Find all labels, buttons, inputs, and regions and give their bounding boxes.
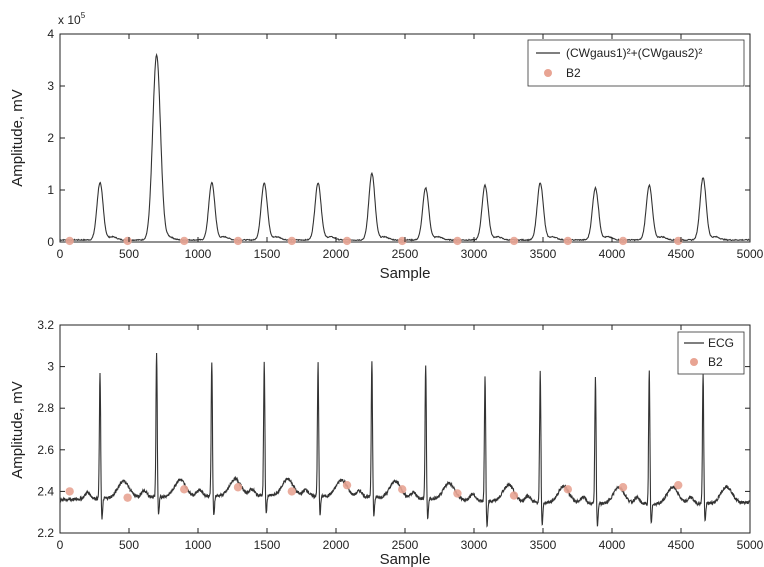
bottom-chart-marks — [59, 352, 751, 528]
b2-marker — [123, 493, 132, 502]
b2-marker — [180, 236, 189, 246]
x-tick-label: 2000 — [323, 538, 350, 552]
y-tick-label: 4 — [47, 27, 54, 41]
b2-marker — [674, 236, 683, 246]
top-legend-box — [527, 39, 745, 87]
b2-marker — [233, 236, 243, 246]
x-tick-label: 3500 — [530, 247, 557, 261]
bottom-legend-marker-swatch — [690, 358, 698, 366]
top-y-ticks: 0 1 2 3 4 — [47, 27, 750, 249]
x-tick-label: 4500 — [668, 247, 695, 261]
bottom-legend: ECG B2 — [677, 331, 745, 375]
b2-marker — [618, 236, 628, 246]
x-tick-label: 3000 — [461, 538, 488, 552]
b2-marker — [563, 485, 573, 494]
bottom-x-axis-label: Sample — [380, 551, 431, 567]
top-legend-marker-swatch — [544, 69, 552, 77]
b2-marker — [398, 236, 407, 246]
y-tick-label: 3 — [47, 360, 54, 374]
y-tick-label: 2.6 — [37, 443, 54, 457]
y-tick-label: 2.4 — [37, 484, 54, 498]
top-chart: 0 500 1000 1500 2000 2500 3000 3500 4000 4500 5000… — [9, 11, 764, 282]
x-tick-label: 4000 — [599, 538, 626, 552]
x-tick-label: 500 — [119, 247, 139, 261]
b2-marker — [233, 483, 243, 492]
b2-marker — [563, 236, 573, 246]
y-tick-label: 3.2 — [37, 318, 54, 332]
y-tick-label: 1 — [47, 183, 54, 197]
bottom-plot-area — [59, 324, 751, 534]
b2-marker — [674, 480, 683, 490]
b2-marker — [342, 236, 352, 246]
x-tick-label: 5000 — [737, 247, 764, 261]
top-chart-marks — [60, 52, 751, 246]
x-tick-label: 4500 — [668, 538, 695, 552]
b2-marker — [180, 485, 189, 494]
top-legend: (CWgaus1)²+(CWgaus2)² B2 — [527, 39, 745, 87]
b2-marker — [123, 236, 132, 246]
bottom-legend-box — [677, 331, 745, 375]
top-y-axis-label: Amplitude, mV — [9, 89, 26, 187]
x-tick-label: 5000 — [737, 538, 764, 552]
x-tick-label: 500 — [119, 538, 139, 552]
x-tick-label: 1500 — [254, 538, 281, 552]
b2-marker — [509, 491, 519, 500]
top-y-multiplier: x 105 — [58, 11, 86, 27]
bottom-legend-label-ecg: ECG — [708, 336, 734, 350]
b2-marker — [287, 236, 297, 246]
y-tick-label: 3 — [47, 79, 54, 93]
bottom-legend-label-b2: B2 — [708, 355, 723, 369]
x-tick-label: 4000 — [599, 247, 626, 261]
x-tick-label: 0 — [57, 538, 64, 552]
b2-marker — [453, 489, 462, 498]
top-x-ticks: 0 500 1000 1500 2000 2500 3000 3500 4000 4500 5000 — [57, 34, 764, 261]
b2-marker — [65, 487, 74, 496]
x-tick-label: 2000 — [323, 247, 350, 261]
y-tick-label: 0 — [47, 235, 54, 249]
bottom-x-ticks: 0 500 1000 1500 2000 2500 3000 3500 4000 4500 5000 — [57, 325, 764, 552]
x-tick-label: 3000 — [461, 247, 488, 261]
bottom-y-ticks: 2.2 2.4 2.6 2.8 3 3.2 — [37, 318, 750, 540]
x-tick-label: 1000 — [185, 538, 212, 552]
y-tick-label: 2.2 — [37, 526, 54, 540]
x-tick-label: 2500 — [392, 247, 419, 261]
bottom-y-axis-label: Amplitude, mV — [9, 381, 26, 479]
b2-marker — [618, 483, 628, 492]
b2-marker — [287, 487, 297, 496]
top-legend-label-cw: (CWgaus1)²+(CWgaus2)² — [566, 46, 702, 60]
b2-marker — [453, 236, 462, 246]
x-tick-label: 2500 — [392, 538, 419, 552]
ecg-line — [59, 352, 751, 528]
bottom-chart: 0 500 1000 1500 2000 2500 3000 3500 4000 4500 5000… — [9, 318, 764, 567]
b2-marker — [398, 485, 407, 494]
x-tick-label: 3500 — [530, 538, 557, 552]
x-tick-label: 1500 — [254, 247, 281, 261]
b2-marker — [509, 236, 519, 246]
b2-marker — [65, 236, 74, 246]
x-tick-label: 0 — [57, 247, 64, 261]
y-tick-label: 2 — [47, 131, 54, 145]
x-tick-label: 1000 — [185, 247, 212, 261]
top-legend-label-b2: B2 — [566, 66, 581, 80]
y-tick-label: 2.8 — [37, 401, 54, 415]
b2-marker — [342, 480, 352, 490]
top-x-axis-label: Sample — [380, 265, 431, 282]
